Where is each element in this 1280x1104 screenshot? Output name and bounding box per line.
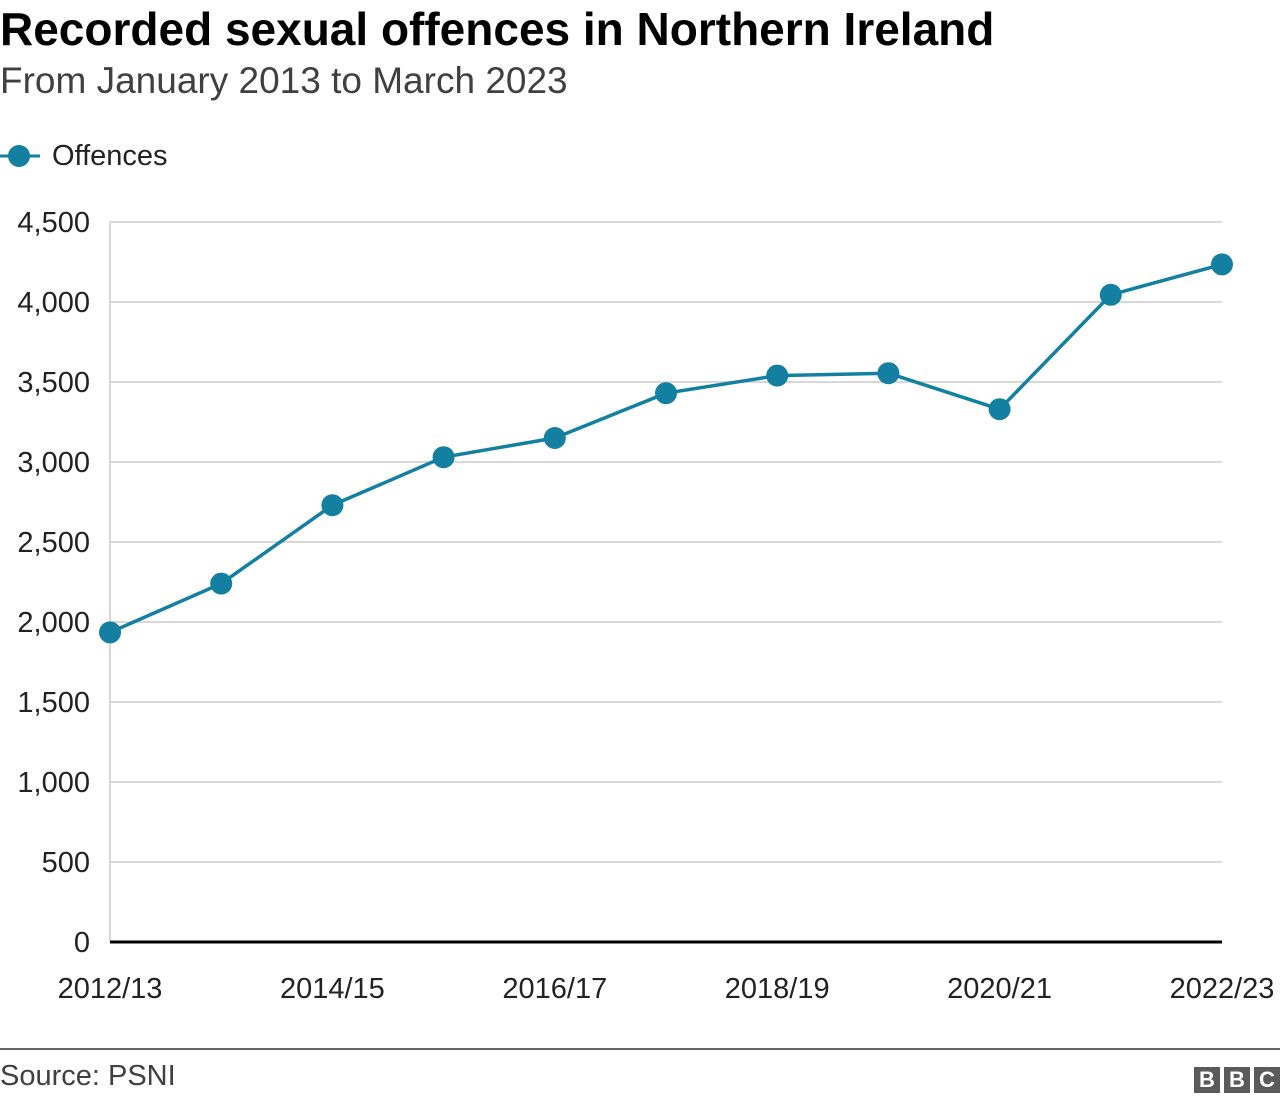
logo-letter: B: [1224, 1067, 1250, 1093]
logo-letter: B: [1194, 1067, 1220, 1093]
y-tick-label: 1,000: [17, 767, 90, 799]
data-point: [655, 382, 677, 405]
footer-divider: [0, 1048, 1280, 1050]
data-point: [543, 427, 566, 449]
x-tick-label: 2016/17: [502, 973, 607, 1005]
x-tick-label: 2020/21: [947, 973, 1052, 1005]
data-point: [766, 364, 789, 387]
data-point: [99, 621, 121, 644]
legend: Offences: [0, 138, 168, 174]
y-tick-label: 3,000: [17, 447, 90, 479]
logo-letter: C: [1254, 1067, 1280, 1093]
data-point: [1211, 253, 1233, 276]
data-point: [432, 446, 455, 469]
data-point: [1099, 283, 1122, 306]
x-tick-label: 2022/23: [1170, 973, 1275, 1005]
y-tick-label: 4,500: [17, 207, 90, 239]
data-point: [988, 398, 1011, 421]
y-tick-label: 2,000: [17, 607, 90, 639]
y-tick-label: 2,500: [17, 527, 90, 559]
data-point: [877, 362, 900, 385]
data-point: [210, 572, 233, 595]
y-tick-label: 0: [74, 927, 90, 959]
y-tick-label: 500: [42, 847, 90, 879]
x-tick-label: 2012/13: [58, 973, 163, 1005]
chart-title: Recorded sexual offences in Northern Ire…: [0, 3, 995, 55]
y-tick-label: 1,500: [17, 687, 90, 719]
x-tick-label: 2018/19: [725, 973, 830, 1005]
bbc-logo: B B C: [1194, 1067, 1280, 1093]
x-tick-label: 2014/15: [280, 973, 385, 1005]
series-line: [109, 262, 1223, 635]
legend-marker-icon: [0, 145, 40, 167]
y-tick-label: 3,500: [17, 367, 90, 399]
legend-label: Offences: [52, 139, 168, 172]
chart-subtitle: From January 2013 to March 2023: [0, 60, 568, 101]
y-tick-label: 4,000: [17, 287, 90, 319]
data-point: [321, 494, 344, 517]
line-chart: 0 500 1,000 1,500 2,000 2,500 3,000 3,500 4,000 4…: [17, 207, 1275, 1005]
source-text: Source: PSNI: [0, 1060, 176, 1092]
